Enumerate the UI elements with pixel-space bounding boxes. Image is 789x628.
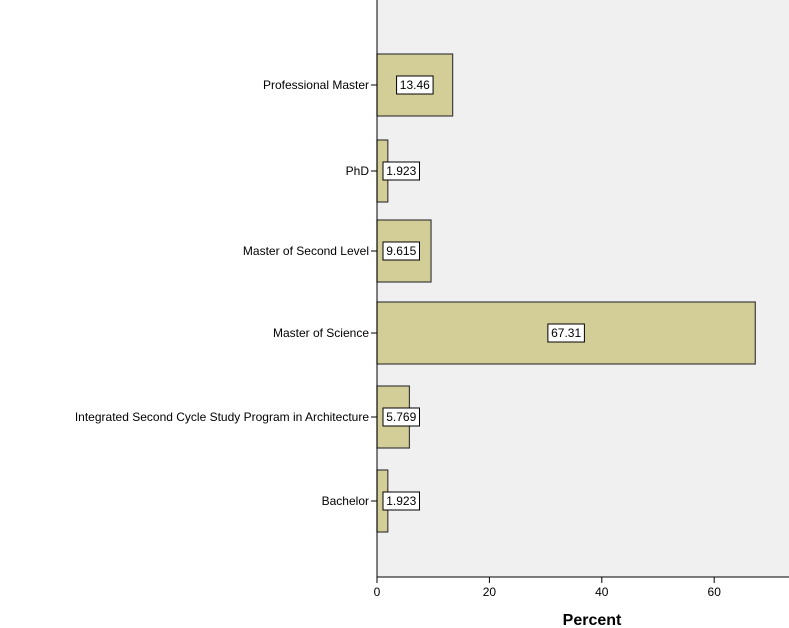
data-label-box	[382, 491, 420, 511]
data-label: 13.46	[400, 78, 430, 92]
category-label: Master of Second Level	[243, 244, 369, 258]
category-label: Integrated Second Cycle Study Program in…	[75, 410, 369, 424]
x-tick-label: 20	[483, 585, 497, 599]
data-label: 1.923	[386, 494, 416, 508]
category-label: Bachelor	[322, 494, 369, 508]
x-tick-label: 40	[595, 585, 609, 599]
data-label: 5.769	[386, 410, 416, 424]
x-ticks-layer: 0 20 40 60	[374, 577, 722, 599]
data-label: 1.923	[386, 164, 416, 178]
category-label: PhD	[346, 164, 370, 178]
data-label-box	[382, 241, 420, 261]
data-label-box	[396, 75, 434, 95]
data-label: 67.31	[551, 326, 581, 340]
data-label-box	[382, 161, 420, 181]
x-tick-label: 0	[374, 585, 381, 599]
category-label: Professional Master	[263, 78, 369, 92]
data-label: 9.615	[386, 244, 416, 258]
bars-layer: 13.46 1.923 9.615 67.31 5.769 1.923	[376, 53, 756, 533]
data-label-box	[547, 323, 585, 343]
x-axis-title: Percent	[563, 612, 622, 628]
category-label: Master of Science	[273, 326, 369, 340]
data-label-box	[382, 407, 420, 427]
category-labels-layer: Professional Master PhD Master of Second L…	[75, 78, 377, 508]
x-tick-label: 60	[708, 585, 722, 599]
